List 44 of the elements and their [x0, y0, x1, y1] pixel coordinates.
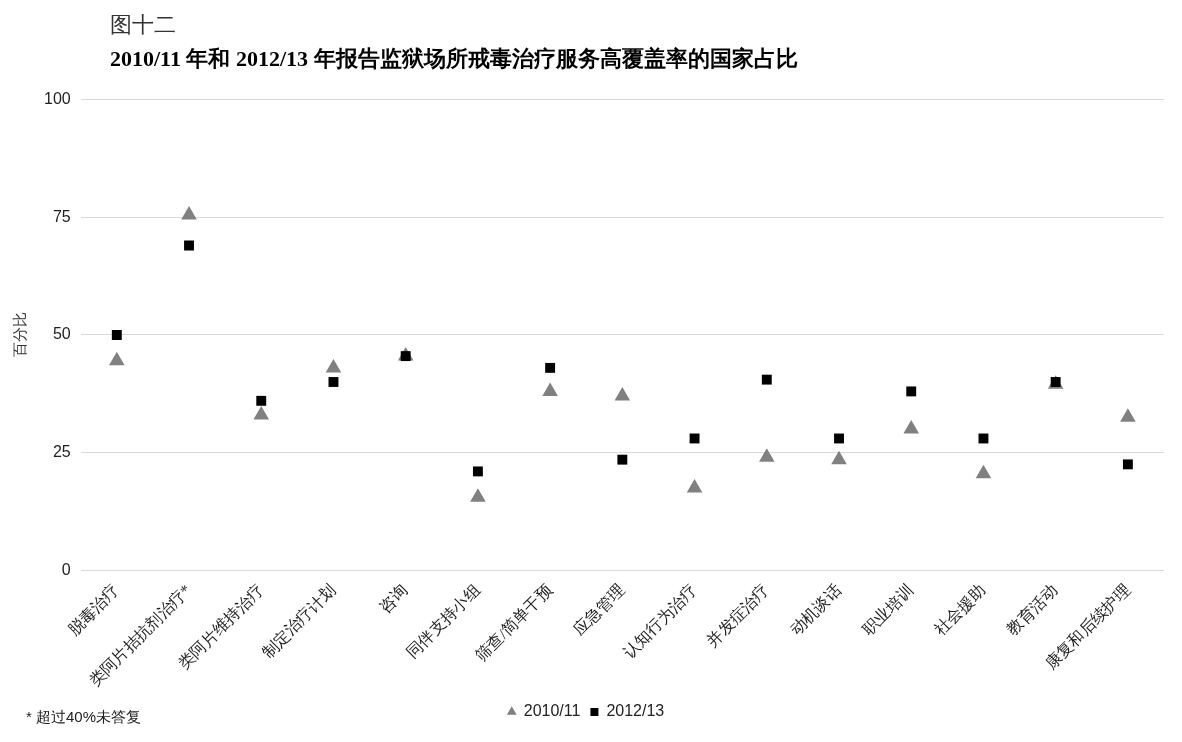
point: [978, 433, 989, 444]
point: [689, 433, 700, 444]
point: [975, 464, 992, 479]
point: [256, 395, 267, 406]
legend-label: 2012/13: [606, 702, 665, 720]
point: [1120, 408, 1136, 422]
chart-title: 2010/11 年和 2012/13 年报告监狱场所戒毒治疗服务高覆盖率的国家占比: [110, 45, 798, 73]
y-tick-label: 25: [52, 443, 71, 460]
point: [1122, 459, 1133, 470]
y-tick-label: 75: [52, 207, 71, 225]
point: [761, 374, 772, 385]
point: [686, 478, 703, 493]
x-tick-label: 咨询: [376, 581, 411, 616]
x-tick-label: 职业培训: [859, 581, 917, 639]
y-tick-label: 100: [43, 90, 71, 108]
y-axis-title: 百分比: [11, 312, 28, 358]
y-tick-label: 0: [61, 560, 71, 578]
x-tick-label: 并发症治疗: [703, 581, 772, 650]
point: [328, 377, 339, 387]
point: [903, 420, 920, 434]
point: [906, 386, 917, 397]
point: [111, 329, 122, 340]
chart-subtitle: 图十二: [110, 11, 176, 39]
x-tick-label: 应急管理: [570, 581, 628, 639]
point: [325, 358, 342, 373]
point: [472, 466, 483, 477]
point: [614, 387, 631, 401]
point: [831, 450, 847, 465]
x-tick-label: 动机谈话: [786, 581, 845, 639]
point: [545, 362, 556, 373]
legend-label: 2010/11: [523, 702, 581, 720]
point: [109, 351, 125, 366]
x-tick-label: 教育活动: [1003, 581, 1061, 639]
point: [184, 240, 194, 251]
y-tick-label: 50: [52, 325, 71, 343]
x-tick-label: 社会援助: [931, 581, 989, 639]
point: [617, 454, 628, 465]
point: [758, 448, 775, 462]
point: [542, 382, 558, 396]
point: [834, 433, 844, 444]
point: [470, 488, 486, 502]
text: * 超过40%未答复: [26, 708, 142, 727]
point: [253, 405, 270, 420]
x-tick-label: 脱毒治疗: [64, 581, 122, 639]
